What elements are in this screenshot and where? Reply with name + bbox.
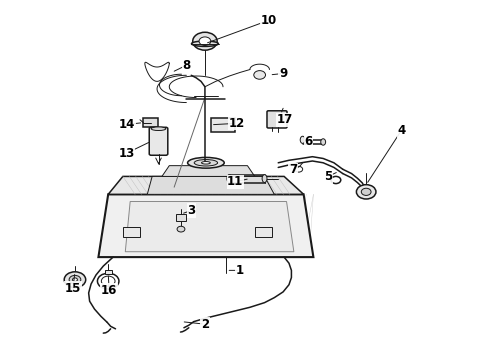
Text: 13: 13 [119,147,135,159]
Text: 15: 15 [65,282,81,295]
Circle shape [331,176,341,184]
Circle shape [177,226,185,232]
FancyBboxPatch shape [267,111,287,128]
Ellipse shape [201,162,210,164]
Text: 10: 10 [260,14,276,27]
Ellipse shape [194,159,218,166]
FancyBboxPatch shape [105,270,112,274]
Text: 16: 16 [101,284,117,297]
Ellipse shape [262,175,267,183]
Polygon shape [108,176,304,194]
Text: 4: 4 [397,124,406,137]
Polygon shape [98,194,314,257]
Text: 2: 2 [201,318,209,331]
Circle shape [254,71,266,79]
Circle shape [356,185,376,199]
FancyBboxPatch shape [123,227,140,237]
FancyBboxPatch shape [144,118,158,127]
Text: 6: 6 [304,135,313,148]
Circle shape [295,166,303,172]
Circle shape [199,37,211,45]
Polygon shape [147,176,274,194]
Text: 17: 17 [277,113,293,126]
Text: 8: 8 [182,59,191,72]
Text: 12: 12 [228,117,245,130]
Ellipse shape [151,127,166,131]
Text: 1: 1 [236,264,244,277]
Text: 5: 5 [324,170,332,183]
Ellipse shape [321,139,326,145]
Polygon shape [162,166,255,176]
Polygon shape [125,202,294,252]
FancyBboxPatch shape [211,118,235,132]
FancyBboxPatch shape [255,227,272,237]
Circle shape [64,272,86,288]
Circle shape [193,32,217,50]
Ellipse shape [227,175,232,183]
Circle shape [73,278,77,282]
Text: 9: 9 [279,67,287,80]
Text: 3: 3 [187,204,196,217]
Text: 7: 7 [289,163,297,176]
Text: 11: 11 [227,175,244,188]
FancyBboxPatch shape [149,127,168,155]
Circle shape [361,188,371,195]
FancyBboxPatch shape [175,214,186,221]
Ellipse shape [192,41,219,46]
Text: 14: 14 [119,118,135,131]
Ellipse shape [188,157,224,168]
Circle shape [69,275,81,284]
Ellipse shape [300,136,305,143]
